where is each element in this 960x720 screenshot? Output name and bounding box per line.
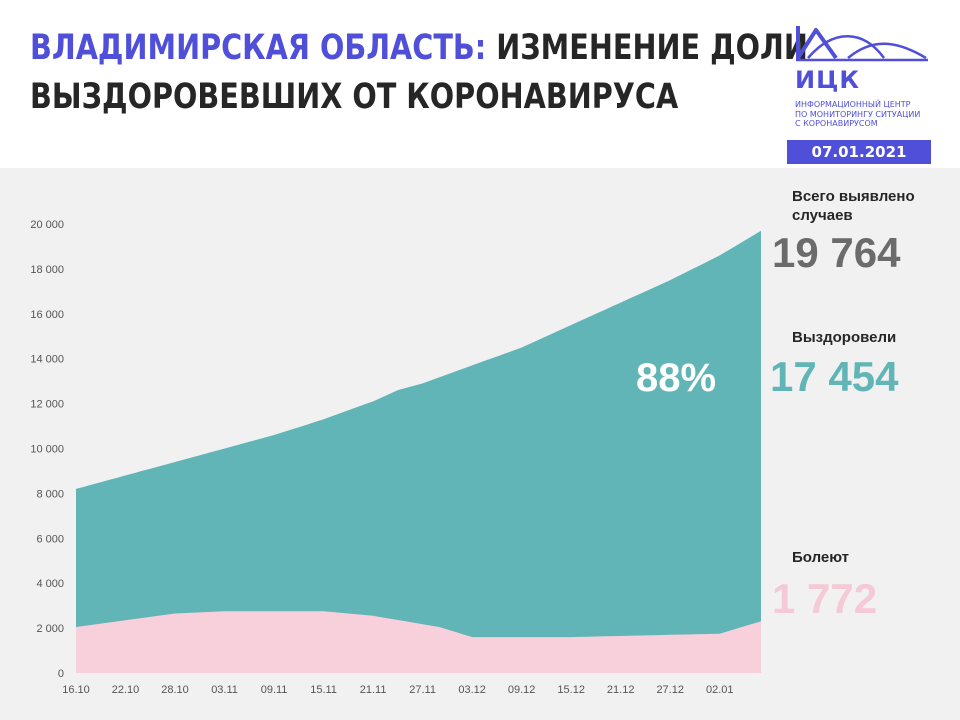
y-tick-label: 20 000 bbox=[30, 219, 64, 231]
y-tick-label: 8 000 bbox=[36, 488, 64, 500]
y-tick-label: 18 000 bbox=[30, 264, 64, 276]
y-tick-label: 6 000 bbox=[36, 533, 64, 545]
sick-label: Болеют bbox=[792, 549, 850, 566]
x-tick-label: 28.10 bbox=[161, 684, 189, 696]
x-tick-label: 15.11 bbox=[310, 684, 337, 696]
sick-value: 1 772 bbox=[772, 575, 878, 622]
y-tick-label: 14 000 bbox=[30, 354, 64, 366]
x-tick-label: 21.11 bbox=[360, 684, 387, 696]
logo-subtitle-line: С КОРОНАВИРУСОМ bbox=[795, 119, 878, 128]
y-tick-label: 4 000 bbox=[36, 578, 64, 590]
y-tick-label: 0 bbox=[58, 668, 64, 680]
area-total bbox=[76, 230, 761, 673]
total-cases-label: Всего выявлено случаев bbox=[792, 187, 915, 225]
x-tick-label: 15.12 bbox=[557, 684, 585, 696]
y-tick-label: 12 000 bbox=[30, 399, 64, 411]
total-cases-label-line: случаев bbox=[792, 207, 853, 224]
date-badge: 07.01.2021 bbox=[787, 140, 931, 164]
x-axis-ticks: 16.10 22.10 28.10 03.11 09.11 15.11 21.11 27.11… bbox=[62, 684, 733, 696]
page-title: ВЛАДИМИРСКАЯ ОБЛАСТЬ: ИЗМЕНЕНИЕ ДОЛИ ВЫЗ… bbox=[30, 24, 808, 122]
y-tick-label: 16 000 bbox=[30, 309, 64, 321]
x-tick-label: 21.12 bbox=[607, 684, 635, 696]
chart-areas bbox=[76, 230, 761, 673]
x-tick-label: 09.12 bbox=[508, 684, 536, 696]
header: ВЛАДИМИРСКАЯ ОБЛАСТЬ: ИЗМЕНЕНИЕ ДОЛИ ВЫЗ… bbox=[0, 0, 960, 168]
total-cases-value: 19 764 bbox=[772, 229, 901, 276]
x-tick-label: 27.12 bbox=[656, 684, 684, 696]
recovered-value: 17 454 bbox=[770, 353, 899, 400]
title-line1-rest: ИЗМЕНЕНИЕ ДОЛИ bbox=[496, 28, 808, 68]
y-tick-label: 10 000 bbox=[30, 444, 64, 456]
x-tick-label: 03.12 bbox=[458, 684, 486, 696]
y-tick-label: 2 000 bbox=[36, 623, 64, 635]
x-tick-label: 03.11 bbox=[211, 684, 238, 696]
logo-subtitle-line: ПО МОНИТОРИНГУ СИТУАЦИИ bbox=[795, 109, 921, 119]
logo-name: ИЦК bbox=[795, 66, 860, 94]
x-tick-label: 16.10 bbox=[62, 684, 90, 696]
logo-subtitle: ИНФОРМАЦИОННЫЙ ЦЕНТР ПО МОНИТОРИНГУ СИТУ… bbox=[795, 100, 945, 129]
title-line2: ВЫЗДОРОВЕВШИХ ОТ КОРОНАВИРУСА bbox=[30, 77, 679, 117]
recovered-share-label: 88% bbox=[636, 356, 717, 400]
logo-subtitle-line: ИНФОРМАЦИОННЫЙ ЦЕНТР bbox=[795, 100, 911, 109]
total-cases-label-line: Всего выявлено bbox=[792, 188, 915, 205]
title-region: ВЛАДИМИРСКАЯ ОБЛАСТЬ: bbox=[30, 28, 487, 68]
x-tick-label: 27.11 bbox=[409, 684, 436, 696]
y-axis-ticks: 0 2 000 4 000 6 000 8 000 10 000 12 000 14 000 1… bbox=[30, 219, 64, 680]
recovered-label: Выздоровели bbox=[792, 329, 897, 346]
area-sick bbox=[76, 611, 761, 673]
x-tick-label: 09.11 bbox=[261, 684, 288, 696]
x-tick-label: 02.01 bbox=[706, 684, 734, 696]
x-tick-label: 22.10 bbox=[112, 684, 140, 696]
ick-logo-icon bbox=[796, 26, 928, 62]
